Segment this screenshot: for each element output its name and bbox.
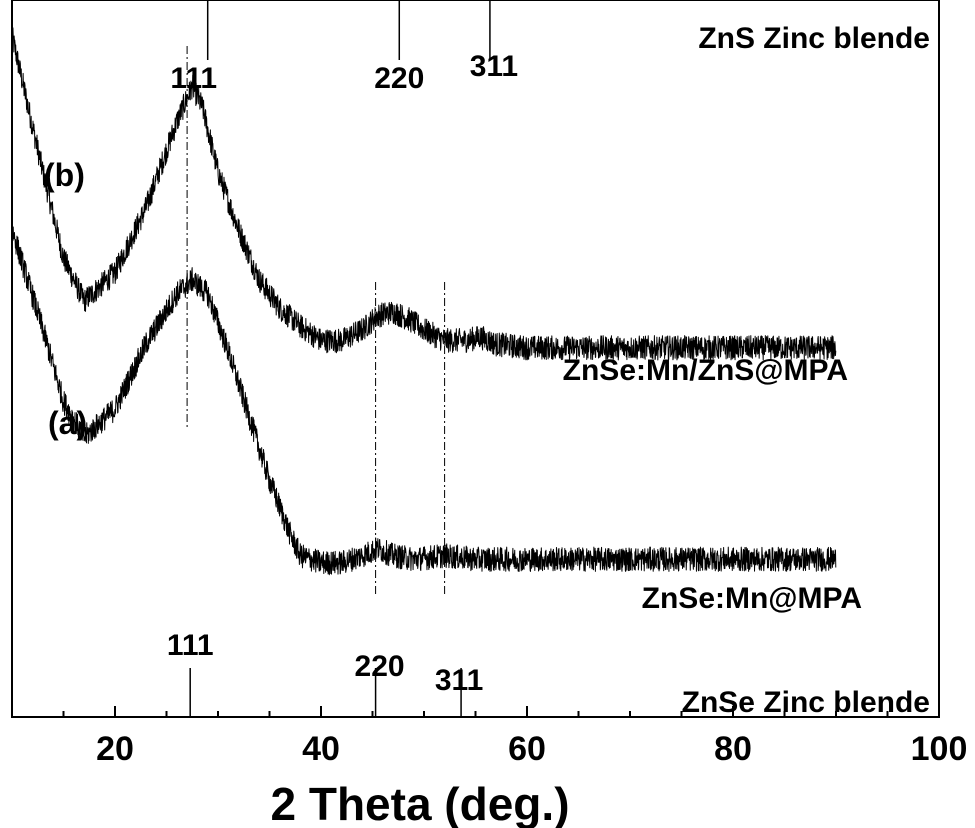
zns-peak-label: 311: [470, 50, 518, 83]
series-b-name-label: ZnSe:Mn/ZnS@MPA: [563, 354, 848, 387]
series-a-tag: (a): [48, 405, 87, 441]
zns-reference-label: ZnS Zinc blende: [698, 22, 930, 55]
x-axis: 20 40 60 80 100: [11, 706, 968, 768]
series-a-name-label: ZnSe:Mn@MPA: [642, 582, 862, 615]
series-b-line: [11, 27, 837, 361]
znse-reference-pattern: 111 220 311: [167, 629, 483, 717]
znse-reference-label: ZnSe Zinc blende: [682, 686, 930, 719]
x-tick-label: 60: [508, 730, 546, 768]
zns-reference-pattern: 111 220 311: [170, 0, 518, 95]
series-b-tag: (b): [44, 157, 85, 193]
zns-peak-label: 220: [374, 62, 424, 95]
znse-peak-label: 220: [355, 650, 405, 683]
series-group: [11, 27, 837, 576]
x-axis-title: 2 Theta (deg.): [270, 778, 569, 828]
x-tick-label: 20: [96, 730, 134, 768]
x-tick-label: 100: [911, 730, 968, 768]
znse-peak-label: 111: [167, 629, 214, 662]
series-a-line: [11, 226, 837, 576]
x-tick-label: 40: [302, 730, 340, 768]
x-tick-label: 80: [714, 730, 752, 768]
znse-peak-label: 311: [435, 664, 483, 697]
